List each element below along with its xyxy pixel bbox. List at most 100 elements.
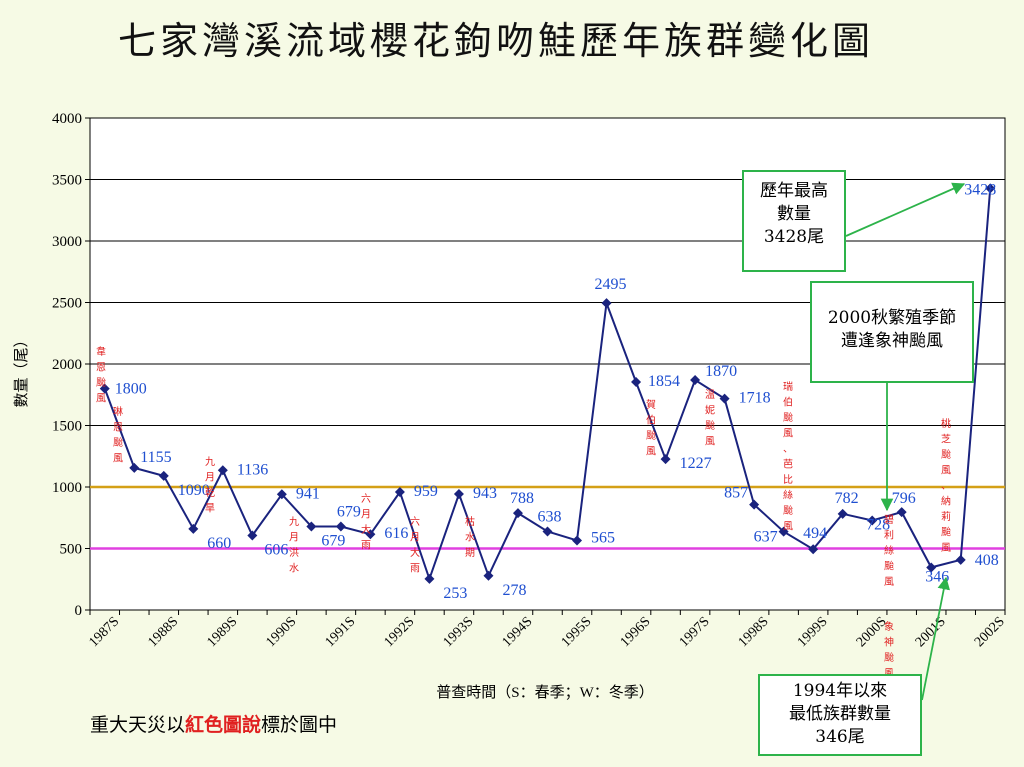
data-point [896,507,907,518]
data-point [542,526,553,537]
y-axis-title: 數量（尾） [13,332,30,407]
footnote-suffix: 標於圖中 [261,714,338,736]
value-label: 3428 [964,181,996,198]
x-tick-label: 1999S [795,614,831,650]
x-tick-label: 1993S [441,614,477,650]
disaster-annotation: 象神颱風 [884,621,894,680]
data-points [99,183,996,584]
data-point [867,515,878,526]
disaster-annotation: 碧利絲颱風 [884,514,894,588]
data-point [660,454,671,465]
disaster-annotation: 枯水期 [465,515,475,559]
data-point [985,183,996,194]
footnote-highlight: 紅色圖說 [185,714,262,736]
disaster-annotation: 琳恩颱風 [113,406,123,465]
footnote: 重大天災以紅色圖說標於圖中 [90,710,337,737]
data-point [365,529,376,540]
value-label: 679 [337,503,361,520]
x-tick-label: 1994S [500,614,536,650]
data-point [424,573,435,584]
footnote-prefix: 重大天災以 [90,714,186,736]
x-tick-label: 1991S [323,614,359,650]
value-label: 1870 [705,363,737,380]
value-label: 637 [754,529,778,546]
y-tick-label: 0 [75,603,83,619]
data-point [276,489,287,500]
value-label: 616 [384,525,408,542]
data-point [394,487,405,498]
value-label: 494 [803,525,827,542]
disaster-annotation: 六月大雨 [361,493,371,552]
reference-lines [90,485,1005,550]
y-tick-label: 1500 [52,419,82,435]
value-label: 941 [296,485,320,502]
data-point [749,499,760,510]
value-label: 679 [321,532,345,549]
min-note-box: 1994年以來 最低族群數量 346尾 [758,674,922,756]
value-labels: 1800 1155 1090 660 1136 606 941 679 679 616 959 253… [115,181,999,602]
data-point [99,383,110,394]
data-point [158,470,169,481]
data-point [955,554,966,565]
value-label: 1136 [237,461,268,478]
x-tick-label: 2002S [972,614,1008,650]
data-point [335,521,346,532]
y-tick-label: 500 [60,542,83,558]
disaster-annotation: 九月洪水 [289,516,299,575]
typhoon-note-line-1: 2000秋繁殖季節 [827,308,957,328]
value-label: 1718 [739,390,771,407]
disaster-annotation: 賀伯颱風 [646,399,656,458]
value-label: 638 [538,509,562,526]
value-label: 565 [591,530,615,547]
y-tick-label: 4000 [52,111,82,127]
value-label: 408 [975,552,999,569]
max-note-line-3: 3428尾 [763,227,825,247]
value-label: 943 [473,485,497,502]
x-tick-label: 1997S [677,614,713,650]
value-label: 728 [866,516,890,533]
chart-title: 七家灣溪流域櫻花鉤吻鮭歷年族群變化圖 [118,19,875,63]
data-point [306,521,317,532]
max-note-box: 歷年最高 數量 3428尾 [742,170,846,272]
data-point [690,374,701,385]
data-point [719,393,730,404]
y-tick-label: 2000 [52,357,82,373]
data-point [572,535,583,546]
value-label: 1227 [680,455,712,472]
data-point [483,570,494,581]
x-tick-label: 1987S [86,614,122,650]
x-tick-label: 1990S [264,614,300,650]
data-point [217,465,228,476]
disaster-annotation: 韋恩颱風 [96,346,106,405]
data-point [512,508,523,519]
value-label: 253 [443,585,467,602]
x-tick-label: 1988S [145,614,181,650]
value-label: 278 [502,582,526,599]
y-tick-label: 2500 [52,296,82,312]
x-tick-label: 1998S [736,614,772,650]
disaster-annotation: 九月乾旱 [205,456,215,515]
value-label: 1155 [140,449,171,466]
value-label: 1090 [178,482,210,499]
disaster-annotation: 瑞伯颱風、芭比絲颱風 [783,381,793,533]
value-label: 857 [724,485,748,502]
note-arrows [845,182,966,701]
x-tick-label: 1992S [382,614,418,650]
max-note-line-1: 歷年最高 [760,181,828,201]
data-point [188,523,199,534]
min-arrow [921,576,950,701]
disaster-annotation: 溫妮颱風 [705,389,715,448]
data-point [778,526,789,537]
data-point [247,530,258,541]
data-point [808,544,819,555]
value-label: 1854 [648,373,680,390]
x-tick-label: 1989S [204,614,240,650]
x-axis-title: 普查時間（S：春季；W：冬季） [436,684,654,701]
max-arrow [845,182,966,237]
typhoon-note-line-2: 遭逢象神颱風 [841,331,943,351]
value-label: 788 [510,490,534,507]
data-point [837,508,848,519]
disaster-annotation: 桃芝颱風、納莉颱風 [941,417,951,554]
disaster-annotation: 六月大雨 [410,516,420,575]
